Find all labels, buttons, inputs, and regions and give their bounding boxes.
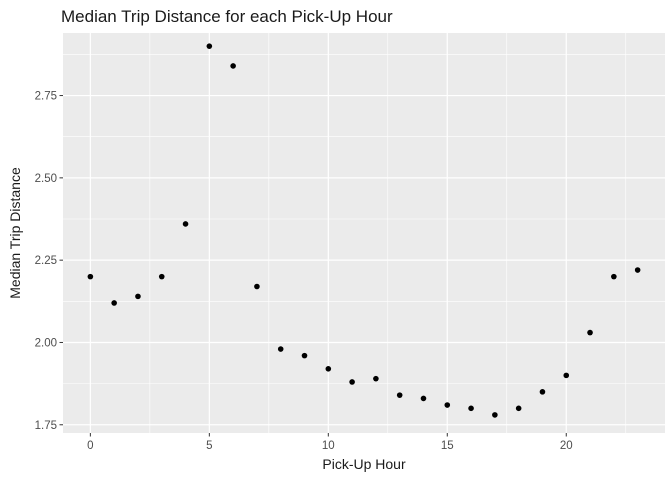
data-point <box>230 63 236 69</box>
data-point <box>158 273 165 280</box>
data-point <box>254 283 260 290</box>
data-point <box>325 366 332 372</box>
x-axis-ticks: 0 5 10 15 20 <box>87 433 573 452</box>
data-point <box>468 405 474 412</box>
data-point <box>373 375 379 382</box>
data-point <box>182 221 189 227</box>
y-tick-label: 1.75 <box>35 420 57 432</box>
x-tick-label: 15 <box>441 440 454 452</box>
data-point <box>611 273 617 280</box>
plot-panel <box>63 33 665 433</box>
x-tick-label: 0 <box>87 440 93 452</box>
data-point <box>277 346 284 352</box>
data-point <box>206 43 213 49</box>
data-point <box>301 352 308 359</box>
y-axis-ticks: 1.75 2.00 2.25 2.50 2.75 <box>35 91 63 432</box>
x-tick-label: 10 <box>322 440 335 452</box>
data-point <box>492 412 498 418</box>
data-point <box>444 402 451 408</box>
data-point <box>396 392 403 398</box>
data-point <box>111 300 117 306</box>
y-tick-label: 2.50 <box>35 173 57 185</box>
data-points <box>87 43 641 418</box>
y-tick-label: 2.75 <box>35 91 57 103</box>
data-point <box>515 405 522 412</box>
x-tick-label: 20 <box>560 440 573 452</box>
chart-title: Median Trip Distance for each Pick-Up Ho… <box>61 7 393 26</box>
y-tick-label: 2.00 <box>35 337 57 349</box>
y-axis-title: Median Trip Distance <box>7 167 23 299</box>
data-point <box>420 395 427 402</box>
x-tick-label: 5 <box>206 440 212 452</box>
data-point <box>539 389 546 395</box>
data-point <box>87 273 94 280</box>
data-point <box>563 372 570 379</box>
y-tick-label: 2.25 <box>35 255 57 267</box>
data-point <box>587 329 593 336</box>
x-axis-title: Pick-Up Hour <box>322 456 406 472</box>
data-point <box>135 293 141 300</box>
data-point <box>634 267 641 273</box>
data-point <box>349 379 355 385</box>
minor-gridlines <box>63 33 665 433</box>
